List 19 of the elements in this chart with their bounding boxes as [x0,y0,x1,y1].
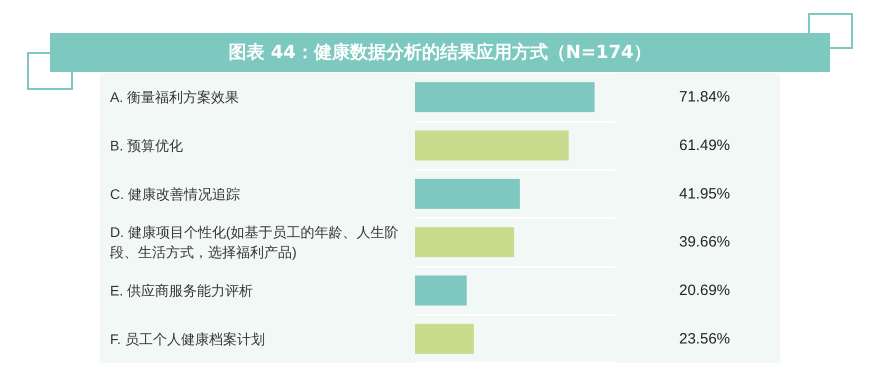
y-tick-label: E. 供应商服务能力评析 [110,282,254,298]
y-tick-label: D. 健康项目个性化(如基于员工的年龄、人生阶段、生活方式，选择福利产品) [110,224,399,260]
data-label: 41.95% [679,185,730,202]
data-label: 61.49% [679,137,730,154]
bar [415,227,514,258]
y-tick-label: B. 预算优化 [110,138,184,154]
bar [415,324,474,354]
data-label: 20.69% [679,282,730,299]
y-tick-label: F. 员工个人健康档案计划 [110,330,265,347]
data-label: 23.56% [679,330,730,348]
bar [415,276,467,306]
bar [415,178,520,209]
y-tick-label: A. 衡量福利方案效果 [110,89,240,106]
y-tick-label: C. 健康改善情况追踪 [110,186,240,202]
bar [415,82,595,112]
chart-title: 图表 44：健康数据分析的结果应用方式（N=174） [50,33,830,72]
data-label: 39.66% [679,234,730,251]
bar [415,130,569,160]
data-label: 71.84% [679,88,730,106]
